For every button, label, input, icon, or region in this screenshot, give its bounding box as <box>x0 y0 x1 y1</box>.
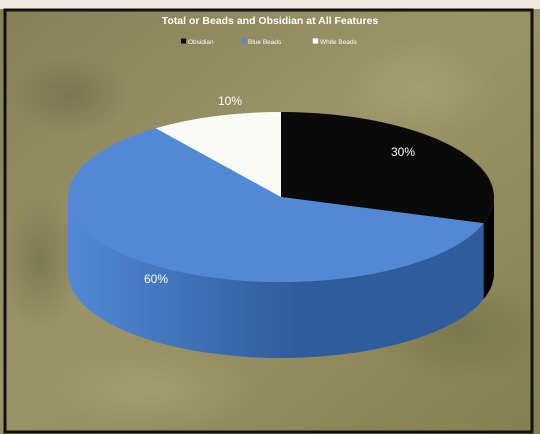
pie-labels: 30% 60% 10% <box>144 94 415 286</box>
legend-swatch-obsidian <box>181 38 186 44</box>
pie-slice-obsidian <box>281 112 494 224</box>
pie-slice-white-beads <box>155 112 281 197</box>
data-label-obsidian: 30% <box>391 145 415 159</box>
data-label-blue-beads: 60% <box>144 272 168 286</box>
legend-swatch-blue-beads <box>241 38 246 44</box>
pie-side-blue-beads <box>68 197 484 358</box>
chart-frame <box>3 8 534 434</box>
legend-item-white-beads: White Beads <box>312 38 358 46</box>
legend-item-obsidian: Obsidian <box>181 38 214 46</box>
chart-legend: Obsidian Blue Beads White Beads <box>181 38 358 46</box>
legend-item-blue-beads: Blue Beads <box>241 38 282 46</box>
legend-label-blue-beads: Blue Beads <box>248 39 282 46</box>
background-blotch <box>40 345 260 434</box>
pie-slice-blue-beads <box>68 128 484 282</box>
legend-swatch-white-beads <box>312 38 319 44</box>
background-blotch <box>10 55 130 135</box>
background-blotch <box>340 40 500 140</box>
pie-side-obsidian <box>483 197 494 300</box>
legend-label-white-beads: White Beads <box>320 39 358 46</box>
pie-chart <box>68 112 494 358</box>
background-blotch <box>0 190 80 330</box>
legend-label-obsidian: Obsidian <box>188 39 214 46</box>
chart-title: Total or Beads and Obsidian at All Featu… <box>162 15 379 27</box>
top-strip <box>0 0 540 9</box>
data-label-white-beads: 10% <box>218 94 242 108</box>
